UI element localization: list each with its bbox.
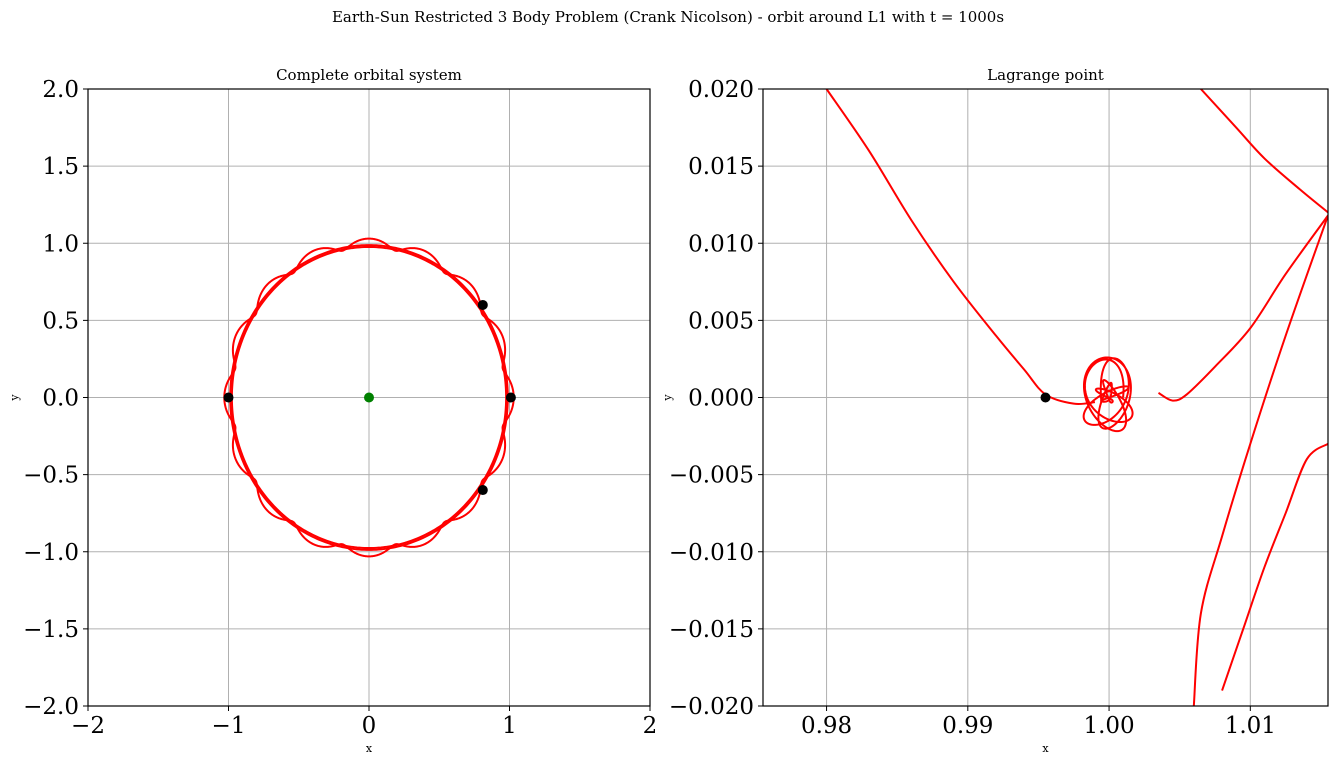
y-tick-label: 1.5: [42, 154, 79, 180]
y-tick-label: 0.5: [42, 308, 79, 334]
x-axis-title: x: [366, 742, 373, 755]
body-marker: [1040, 392, 1051, 403]
x-tick-label: 1.00: [1083, 713, 1134, 739]
y-tick-label: 0.0: [42, 386, 79, 412]
x-tick-label: 0.98: [801, 713, 852, 739]
y-tick-label: 1.0: [42, 231, 79, 257]
body-marker: [364, 392, 374, 403]
body-marker: [223, 392, 234, 403]
y-axis-title: y: [661, 394, 674, 402]
panel-title: Lagrange point: [987, 66, 1104, 84]
y-tick-label: −0.010: [669, 540, 754, 566]
trajectory-curve: [1157, 214, 1328, 402]
y-tick-label: −1.0: [23, 540, 79, 566]
x-axis-title: x: [1042, 742, 1049, 755]
plot-area: [825, 89, 1328, 706]
figure-suptitle: Earth-Sun Restricted 3 Body Problem (Cra…: [331, 8, 1005, 26]
y-tick-label: −0.005: [669, 463, 754, 489]
y-tick-label: −0.020: [669, 694, 754, 720]
l1-halo-orbit: [1082, 356, 1134, 433]
body-marker: [477, 485, 488, 496]
y-tick-label: 2.0: [42, 77, 79, 103]
x-tick-label: 2: [643, 713, 658, 739]
trajectory-curve: [1192, 215, 1328, 706]
y-tick-label: −2.0: [23, 694, 79, 720]
x-tick-label: 1: [502, 713, 517, 739]
y-tick-label: 0.020: [688, 77, 754, 103]
y-tick-label: 0.005: [688, 308, 754, 334]
x-tick-label: −1: [212, 713, 246, 739]
y-tick-label: −0.015: [669, 617, 754, 643]
y-tick-label: −0.5: [23, 463, 79, 489]
trajectory-curve: [1221, 442, 1328, 691]
trajectory-curve: [825, 89, 1096, 406]
body-marker: [477, 299, 488, 310]
body-marker: [505, 392, 516, 403]
x-tick-label: −2: [71, 713, 105, 739]
panel-title: Complete orbital system: [276, 66, 462, 84]
trajectory-curve: [1200, 89, 1328, 214]
panel-2: 0.98 0.99 1.00 1.01 −0.020 −0.015 −0.010 −0.005…: [661, 66, 1329, 755]
panel-1: −2 −1 0 1 2 −2.0 −1.5 −1.0 −0.5 0.0 0.5 1.0 1.5 2.0 Co…: [8, 66, 657, 755]
y-tick-label: 0.010: [688, 231, 754, 257]
x-tick-label: 0: [362, 713, 377, 739]
x-tick-label: 1.01: [1225, 713, 1276, 739]
y-axis-title: y: [8, 394, 21, 402]
y-tick-label: 0.000: [688, 386, 754, 412]
y-tick-label: 0.015: [688, 154, 754, 180]
y-tick-label: −1.5: [23, 617, 79, 643]
x-tick-label: 0.99: [942, 713, 993, 739]
